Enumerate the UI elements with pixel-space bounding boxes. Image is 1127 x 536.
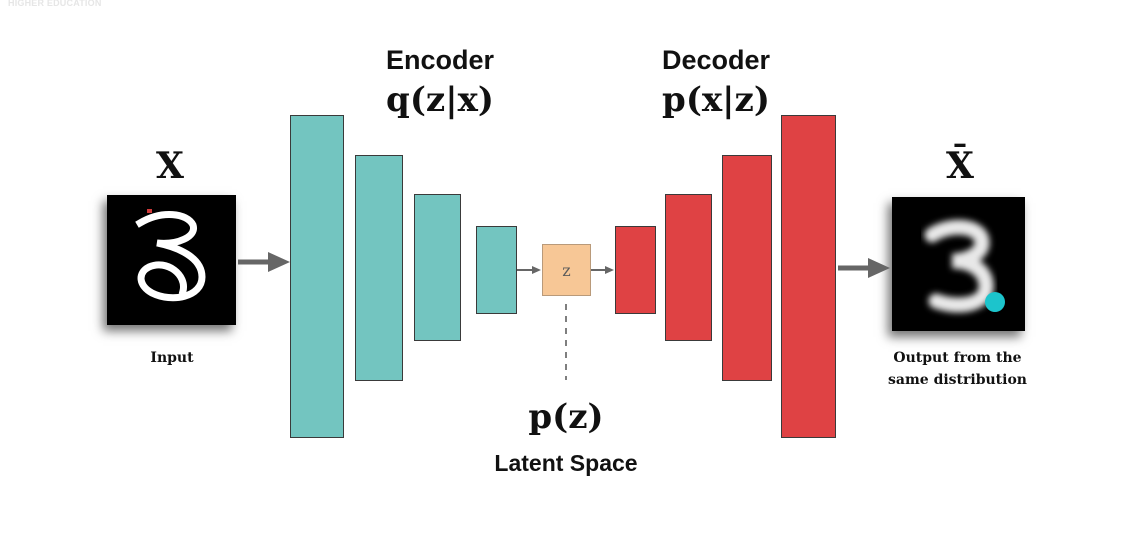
input-image [107,195,236,325]
arrowhead-encoder-to-z [532,266,541,274]
decoder-formula: p(x|z) [662,80,770,120]
decoder-layer-4 [781,115,836,438]
latent-z-node: z [542,244,591,296]
input-digit-drawing [135,209,206,302]
output-image [892,197,1025,331]
output-digit-drawing [924,219,1005,313]
encoder-formula: q(z|x) [386,80,494,120]
arrowhead-z-to-decoder [605,266,614,274]
output-caption: Output from the same distribution [870,347,1045,391]
arrowhead-decoder-to-output [868,258,890,278]
encoder-layer-2 [355,155,403,381]
watermark-text: HIGHER EDUCATION [8,0,102,8]
latent-space-label: Latent Space [494,450,638,476]
encoder-layer-1 [290,115,344,438]
output-caption-line2: same distribution [888,372,1027,388]
output-caption-line1: Output from the [893,350,1022,366]
input-caption: Input [150,350,194,366]
decoder-title: Decoder [661,45,771,75]
output-symbol: X̄ [946,145,974,187]
encoder-layer-3 [414,194,461,341]
input-symbol: X [156,145,184,187]
arrowhead-input-to-encoder [268,252,290,272]
decoder-layer-2 [665,194,712,341]
encoder-layer-4 [476,226,517,314]
decoder-layer-1 [615,226,656,314]
decoder-layer-3 [722,155,772,381]
encoder-title: Encoder [385,45,495,75]
output-marker-dot [985,292,1005,312]
latent-prior: p(z) [528,397,604,437]
